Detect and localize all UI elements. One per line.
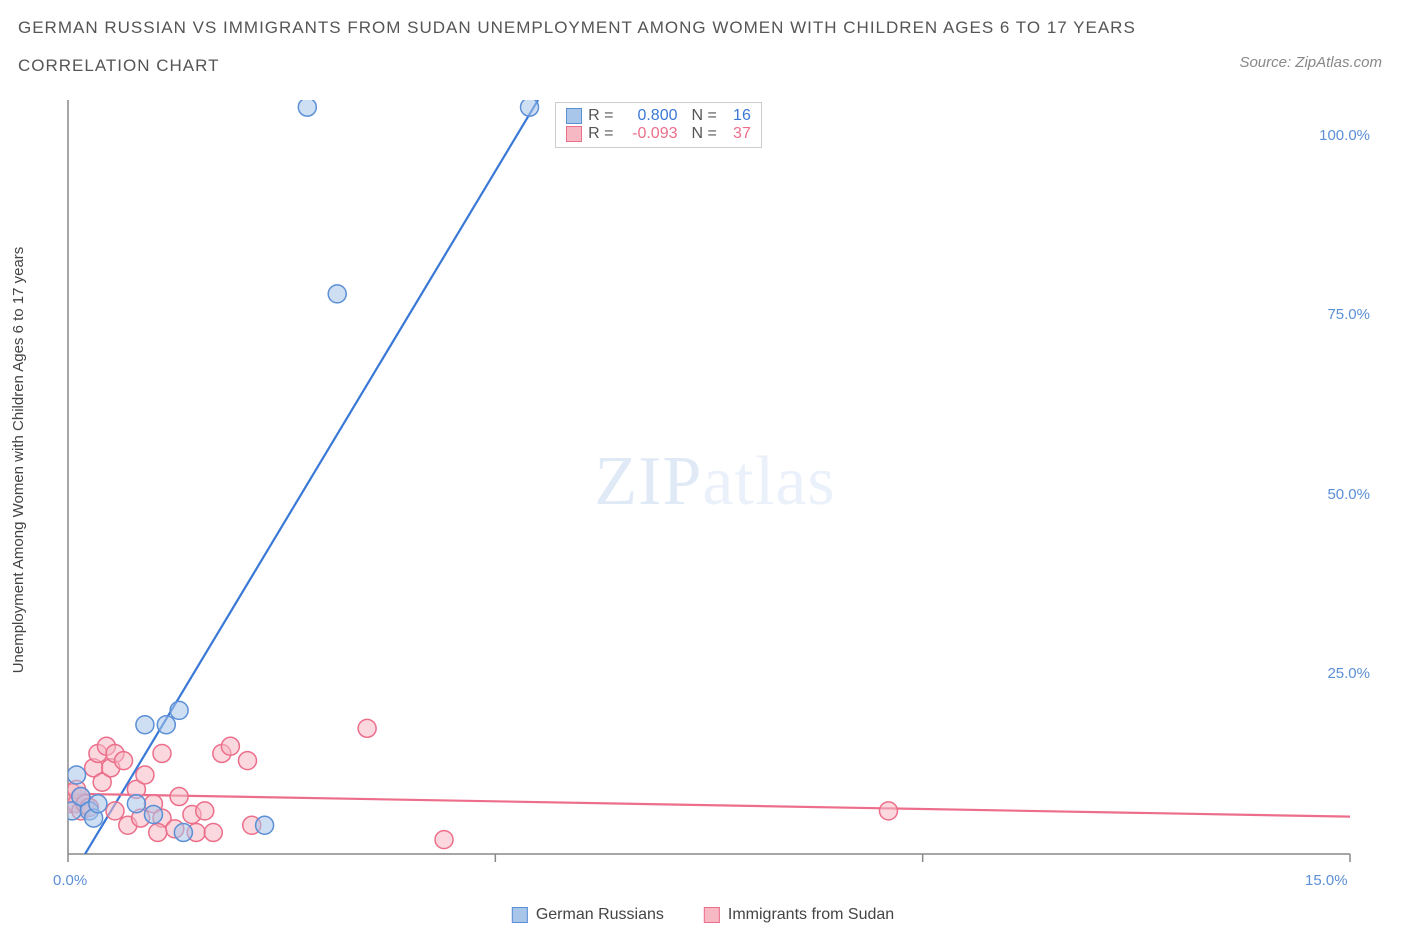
source-label: Source: ZipAtlas.com	[1239, 54, 1382, 71]
x-tick-label: 15.0%	[1305, 872, 1348, 889]
legend-swatch-icon	[512, 907, 528, 923]
y-tick-label: 100.0%	[1290, 127, 1370, 144]
legend-item-series-1: Immigrants from Sudan	[704, 906, 894, 924]
bottom-legend: German Russians Immigrants from Sudan	[512, 906, 894, 924]
legend-label: Immigrants from Sudan	[728, 906, 894, 924]
y-tick-label: 25.0%	[1290, 665, 1370, 682]
chart-title: GERMAN RUSSIAN VS IMMIGRANTS FROM SUDAN …	[18, 18, 1136, 38]
stats-legend: R =0.800N =16R =-0.093N =37	[555, 102, 762, 148]
plot-area: ZIPatlas R =0.800N =16R =-0.093N =37	[50, 92, 1380, 872]
legend-swatch-icon	[704, 907, 720, 923]
y-axis-label: Unemployment Among Women with Children A…	[10, 247, 27, 674]
chart-subtitle: CORRELATION CHART	[18, 56, 220, 76]
y-tick-label: 50.0%	[1290, 486, 1370, 503]
legend-item-series-0: German Russians	[512, 906, 664, 924]
y-tick-label: 75.0%	[1290, 306, 1370, 323]
legend-label: German Russians	[536, 906, 664, 924]
x-tick-label: 0.0%	[53, 872, 87, 889]
scatter-plot-svg	[50, 92, 1380, 872]
